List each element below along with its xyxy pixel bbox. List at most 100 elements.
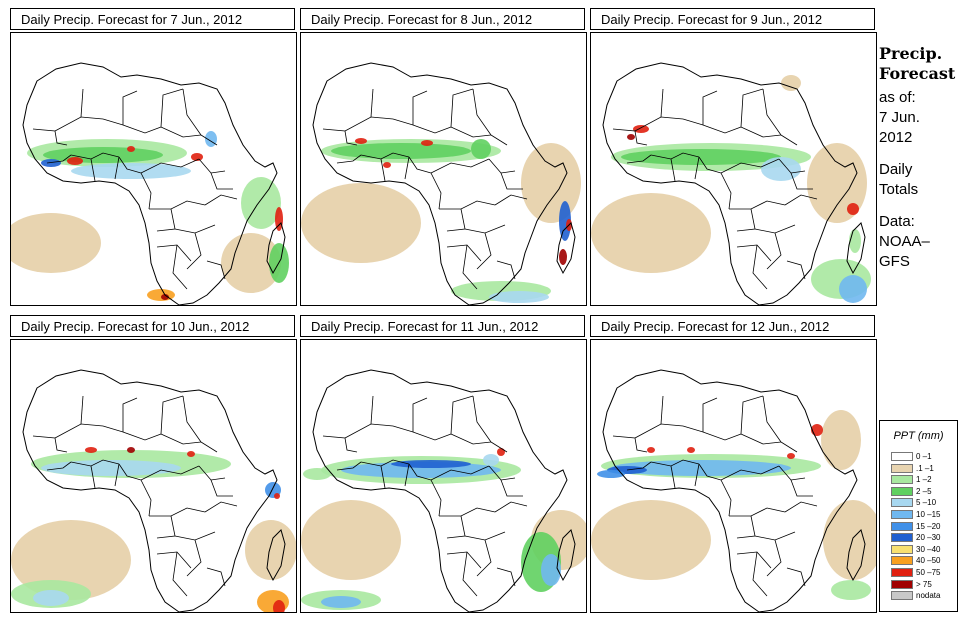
forecast-panel-5: Daily Precip. Forecast for 11 Jun., 2012 bbox=[300, 315, 587, 613]
precip-map bbox=[10, 32, 297, 306]
precip-zone bbox=[471, 139, 491, 159]
legend-item: 0 –1 bbox=[891, 451, 932, 462]
country-border bbox=[186, 232, 202, 270]
country-border bbox=[174, 531, 216, 541]
country-border bbox=[172, 244, 188, 290]
country-border bbox=[752, 551, 768, 597]
country-border bbox=[439, 507, 496, 517]
legend-label: 10 –15 bbox=[916, 510, 941, 519]
country-border bbox=[650, 459, 700, 467]
precip-zone bbox=[127, 447, 135, 453]
country-border bbox=[784, 194, 818, 206]
precip-zone bbox=[41, 460, 181, 476]
country-border bbox=[114, 463, 120, 487]
coastline bbox=[846, 222, 866, 275]
legend-label: 50 –75 bbox=[916, 568, 941, 577]
country-border bbox=[140, 172, 152, 210]
country-border bbox=[694, 156, 700, 180]
country-border bbox=[149, 200, 206, 210]
country-border bbox=[736, 244, 772, 262]
legend-label: 20 –30 bbox=[916, 533, 941, 543]
precip-map bbox=[300, 32, 587, 306]
map-canvas bbox=[301, 369, 586, 612]
precip-legend: PPT (mm) 0 –1 .1 –1 1 –2 2 –5 5 –10 10 –15 15 … bbox=[879, 420, 958, 612]
legend-swatch bbox=[891, 591, 913, 601]
country-border bbox=[729, 200, 786, 210]
country-border bbox=[612, 128, 648, 146]
precip-zone bbox=[161, 294, 169, 300]
panel-title: Daily Precip. Forecast for 8 Jun., 2012 bbox=[300, 8, 585, 30]
country-border bbox=[476, 232, 492, 270]
legend-swatch bbox=[891, 452, 913, 461]
legend-item: 10 –15 bbox=[891, 509, 940, 520]
precip-zone bbox=[421, 140, 433, 146]
country-border bbox=[186, 539, 202, 577]
precip-zone bbox=[627, 134, 635, 140]
country-border bbox=[206, 260, 226, 280]
coastline bbox=[556, 529, 576, 582]
legend-label: > 75 bbox=[916, 579, 932, 589]
country-border bbox=[140, 465, 200, 481]
legend-item: 50 –75 bbox=[891, 567, 940, 578]
panel-title: Daily Precip. Forecast for 11 Jun., 2012 bbox=[300, 315, 585, 337]
precip-zone bbox=[274, 493, 280, 499]
as-of-label: as of: bbox=[879, 89, 916, 106]
precip-zone bbox=[621, 149, 781, 165]
country-border bbox=[160, 395, 184, 435]
precip-zone bbox=[303, 468, 331, 480]
light-precip-zone bbox=[11, 520, 131, 600]
precip-zone bbox=[839, 275, 867, 303]
country-border bbox=[210, 479, 233, 497]
precip-zone bbox=[611, 460, 791, 476]
panel-title: Daily Precip. Forecast for 10 Jun., 2012 bbox=[10, 315, 295, 337]
totals-label: Totals bbox=[879, 181, 919, 198]
coastline bbox=[266, 222, 286, 275]
legend-title: PPT (mm) bbox=[893, 430, 944, 442]
country-border bbox=[766, 232, 782, 270]
panel-title: Daily Precip. Forecast for 9 Jun., 2012 bbox=[590, 8, 875, 30]
legend-swatch bbox=[891, 568, 913, 577]
country-border bbox=[786, 260, 806, 280]
country-border bbox=[786, 567, 806, 587]
country-border bbox=[740, 433, 782, 445]
country-border bbox=[360, 459, 410, 467]
precip-zone bbox=[127, 146, 135, 152]
country-border bbox=[670, 158, 676, 182]
legend-label: 40 –50 bbox=[916, 556, 941, 566]
country-border bbox=[198, 158, 226, 174]
country-border bbox=[392, 397, 428, 433]
country-border bbox=[740, 395, 764, 435]
coastline bbox=[602, 369, 858, 612]
legend-label: 0 –1 bbox=[916, 452, 932, 461]
country-border bbox=[446, 208, 466, 232]
country-border bbox=[32, 128, 68, 146]
country-border bbox=[46, 461, 72, 471]
country-border bbox=[754, 224, 796, 234]
country-border bbox=[450, 126, 492, 138]
country-border bbox=[156, 551, 192, 569]
country-border bbox=[702, 431, 742, 441]
country-border bbox=[322, 435, 358, 453]
precip-zone bbox=[597, 470, 625, 478]
heading-line: Precip. bbox=[879, 44, 943, 63]
country-border bbox=[430, 172, 442, 210]
country-border bbox=[149, 507, 206, 517]
country-border bbox=[118, 156, 142, 174]
country-border bbox=[370, 88, 374, 118]
country-border bbox=[322, 128, 358, 146]
precip-zone bbox=[241, 177, 281, 229]
coastline bbox=[556, 222, 576, 275]
country-border bbox=[140, 479, 152, 517]
country-border bbox=[762, 88, 782, 136]
country-border bbox=[450, 395, 474, 435]
precip-zone bbox=[43, 147, 163, 163]
country-border bbox=[122, 431, 162, 441]
country-border bbox=[210, 172, 233, 190]
forecast-panel-1: Daily Precip. Forecast for 7 Jun., 2012 bbox=[10, 8, 297, 306]
country-border bbox=[500, 479, 523, 497]
data-source: Data: bbox=[879, 213, 915, 230]
legend-swatch bbox=[891, 475, 913, 485]
map-canvas bbox=[301, 62, 581, 305]
legend-label: nodata bbox=[916, 591, 941, 601]
light-precip-zone bbox=[301, 500, 401, 580]
